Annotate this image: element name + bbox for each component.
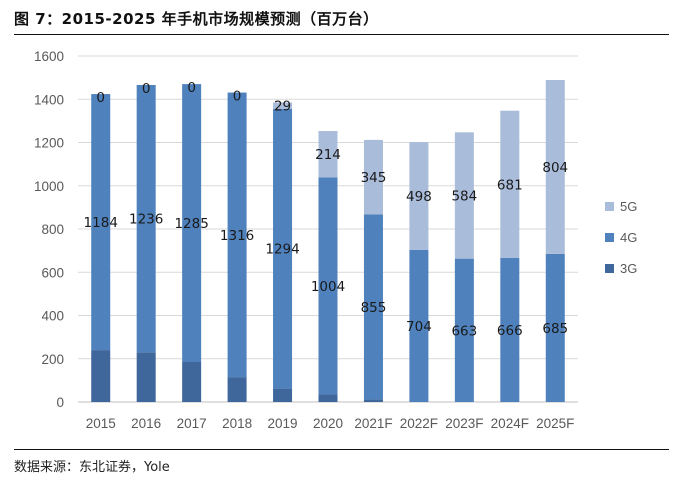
label-4G-2017: 1285 <box>174 216 208 232</box>
x-tick-label: 2016 <box>131 416 161 431</box>
bar-4G-2017 <box>182 84 202 362</box>
bar-4G-2024F <box>500 257 520 402</box>
label-4G-2018: 1316 <box>220 228 254 244</box>
label-5G-2023F: 584 <box>451 188 477 204</box>
y-tick-label: 1400 <box>34 92 64 107</box>
bar-5G-2019 <box>273 102 293 109</box>
legend-label-4G: 4G <box>620 230 637 245</box>
label-5G-2019: 29 <box>274 98 291 114</box>
label-5G-2022F: 498 <box>406 189 432 205</box>
y-tick-label: 1600 <box>34 49 64 64</box>
x-axis: 2015 2016 2017 2018 2019 2020 2021F 2022F 2023F 2… <box>86 416 575 431</box>
x-tick-label: 2022F <box>400 416 438 431</box>
bar-4G-2016 <box>136 84 156 353</box>
label-5G-2017: 0 <box>187 80 196 96</box>
bar-3G-2015 <box>91 350 111 402</box>
x-tick-label: 2019 <box>268 416 298 431</box>
x-tick-label: 2015 <box>86 416 116 431</box>
bar-5G-2020 <box>318 131 338 178</box>
top-rule <box>14 34 669 35</box>
x-tick-label: 2021F <box>354 416 392 431</box>
label-5G-2018: 0 <box>233 89 242 105</box>
y-tick-label: 200 <box>41 352 64 367</box>
label-4G-2024F: 666 <box>497 323 523 339</box>
label-5G-2025F: 804 <box>542 160 568 176</box>
bar-3G-2017 <box>182 361 202 402</box>
y-tick-label: 800 <box>41 222 64 237</box>
label-5G-2015: 0 <box>96 90 105 106</box>
bar-3G-2021F <box>363 399 383 402</box>
label-4G-2021F: 855 <box>361 300 387 316</box>
label-4G-2019: 1294 <box>265 242 299 258</box>
label-4G-2016: 1236 <box>129 212 163 228</box>
bar-4G-2019 <box>273 108 293 389</box>
label-5G-2020: 214 <box>315 147 341 163</box>
label-5G-2024F: 681 <box>497 177 523 193</box>
x-tick-label: 2023F <box>445 416 483 431</box>
bar-4G-2021F <box>363 214 383 400</box>
label-5G-2021F: 345 <box>361 170 387 186</box>
legend-label-5G: 5G <box>620 199 637 214</box>
x-tick-label: 2025F <box>536 416 574 431</box>
bar-5G-2023F <box>454 132 474 259</box>
x-tick-label: 2024F <box>491 416 529 431</box>
legend: 5G 4G 3G <box>605 199 637 276</box>
bar-5G-2024F <box>500 110 520 258</box>
label-5G-2016: 0 <box>142 81 151 97</box>
source-note: 数据来源：东北证券，Yole <box>14 460 170 475</box>
bar-5G-2022F <box>409 142 429 250</box>
bar-4G-2022F <box>409 249 429 402</box>
y-tick-label: 0 <box>56 395 64 410</box>
bar-5G-2025F <box>545 80 565 254</box>
x-tick-label: 2018 <box>222 416 252 431</box>
y-tick-label: 600 <box>41 265 64 280</box>
label-4G-2023F: 663 <box>451 323 477 339</box>
y-tick-label: 1000 <box>34 179 64 194</box>
legend-swatch-5G <box>605 202 614 211</box>
label-4G-2020: 1004 <box>311 279 345 295</box>
bar-4G-2025F <box>545 253 565 402</box>
bar-4G-2015 <box>91 94 111 351</box>
y-tick-label: 1200 <box>34 136 64 151</box>
bar-4G-2018 <box>227 92 247 378</box>
label-4G-2022F: 704 <box>406 319 432 335</box>
bar-3G-2016 <box>136 352 156 402</box>
bar-3G-2018 <box>227 377 247 402</box>
bar-4G-2020 <box>318 177 338 395</box>
x-tick-label: 2017 <box>177 416 207 431</box>
data-labels: 1184 0 1236 0 1285 0 1316 0 1294 29 1004 214 855 345 7… <box>84 80 569 339</box>
legend-swatch-3G <box>605 264 614 273</box>
bar-4G-2023F <box>454 258 474 402</box>
bar-5G-2021F <box>363 139 383 215</box>
bottom-rule <box>14 449 669 450</box>
x-tick-label: 2020 <box>313 416 343 431</box>
legend-swatch-4G <box>605 233 614 242</box>
y-tick-label: 400 <box>41 309 64 324</box>
label-4G-2015: 1184 <box>84 215 118 231</box>
y-axis: 0 200 400 600 800 1000 1200 1400 1600 <box>34 49 64 410</box>
label-4G-2025F: 685 <box>542 321 568 337</box>
bars <box>91 80 565 402</box>
legend-label-3G: 3G <box>620 261 637 276</box>
figure-title: 图 7：2015-2025 年手机市场规模预测（百万台） <box>14 10 379 28</box>
bar-3G-2020 <box>318 394 338 402</box>
bar-3G-2019 <box>273 388 293 402</box>
